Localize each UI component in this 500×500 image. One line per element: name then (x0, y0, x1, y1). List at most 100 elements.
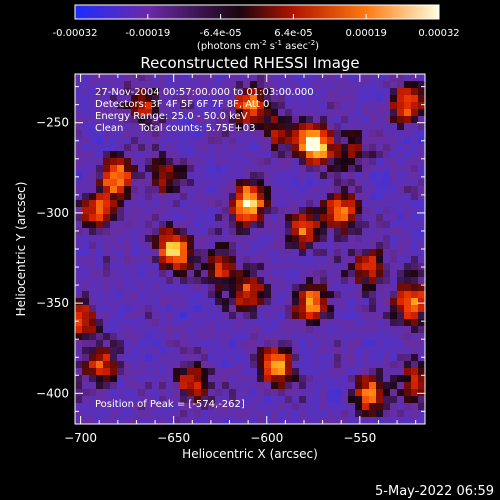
heatmap-cell (75, 193, 83, 201)
heatmap-cell (180, 242, 188, 250)
heatmap-cell (362, 410, 370, 418)
heatmap-cell (110, 81, 118, 89)
heatmap-cell (187, 88, 195, 96)
heatmap-cell (166, 214, 174, 222)
heatmap-cell (208, 123, 216, 131)
heatmap-cell (243, 228, 251, 236)
heatmap-cell (124, 389, 132, 397)
heatmap-cell (131, 172, 139, 180)
heatmap-cell (194, 144, 202, 152)
heatmap-cell (75, 172, 83, 180)
heatmap-cell (131, 130, 139, 138)
heatmap-cell (145, 193, 153, 201)
heatmap-cell (103, 396, 111, 404)
heatmap-cell (264, 410, 272, 418)
heatmap-cell (145, 172, 153, 180)
heatmap-cell (299, 263, 307, 271)
heatmap-cell (215, 200, 223, 208)
heatmap-cell (278, 403, 286, 411)
heatmap-cell (397, 193, 405, 201)
heatmap-cell (194, 221, 202, 229)
heatmap-cell (376, 333, 384, 341)
heatmap-cell (376, 263, 384, 271)
heatmap-cell (117, 137, 125, 145)
heatmap-cell (201, 228, 209, 236)
heatmap-cell (250, 193, 258, 201)
heatmap-cell (320, 263, 328, 271)
heatmap-cell (180, 193, 188, 201)
heatmap-cell (103, 221, 111, 229)
heatmap-cell (320, 81, 328, 89)
heatmap-cell (194, 284, 202, 292)
heatmap-cell (278, 284, 286, 292)
heatmap-cell (138, 382, 146, 390)
heatmap-cell (264, 277, 272, 285)
heatmap-cell (334, 200, 342, 208)
heatmap-cell (110, 326, 118, 334)
heatmap-cell (418, 298, 426, 306)
heatmap-cell (152, 137, 160, 145)
heatmap-cell (292, 375, 300, 383)
heatmap-cell (222, 207, 230, 215)
heatmap-cell (131, 340, 139, 348)
heatmap-cell (327, 417, 335, 425)
heatmap-cell (327, 158, 335, 166)
heatmap-cell (278, 347, 286, 355)
heatmap-cell (327, 235, 335, 243)
heatmap-cell (313, 319, 321, 327)
heatmap-cell (96, 207, 104, 215)
heatmap-cell (110, 95, 118, 103)
heatmap-cell (348, 74, 356, 82)
heatmap-cell (173, 165, 181, 173)
heatmap-cell (180, 214, 188, 222)
heatmap-cell (75, 116, 83, 124)
heatmap-cell (82, 305, 90, 313)
heatmap-cell (152, 95, 160, 103)
heatmap-cell (110, 319, 118, 327)
heatmap-cell (285, 291, 293, 299)
heatmap-cell (96, 151, 104, 159)
heatmap-cell (124, 116, 132, 124)
heatmap-cell (306, 221, 314, 229)
heatmap-cell (306, 193, 314, 201)
heatmap-cell (110, 172, 118, 180)
heatmap-cell (313, 109, 321, 117)
heatmap-cell (215, 319, 223, 327)
heatmap-cell (131, 305, 139, 313)
heatmap-cell (96, 172, 104, 180)
heatmap-cell (96, 102, 104, 110)
heatmap-cell (369, 249, 377, 257)
heatmap-cell (110, 333, 118, 341)
heatmap-cell (418, 410, 426, 418)
heatmap-cell (250, 347, 258, 355)
heatmap-cell (271, 221, 279, 229)
heatmap-cell (250, 158, 258, 166)
heatmap-cell (327, 326, 335, 334)
heatmap-cell (341, 158, 349, 166)
heatmap-cell (376, 284, 384, 292)
heatmap-cell (348, 221, 356, 229)
heatmap-cell (152, 340, 160, 348)
heatmap-cell (194, 74, 202, 82)
heatmap-cell (89, 116, 97, 124)
heatmap-cell (264, 291, 272, 299)
heatmap-cell (285, 347, 293, 355)
heatmap-cell (194, 354, 202, 362)
heatmap-cell (173, 242, 181, 250)
heatmap-cell (117, 165, 125, 173)
heatmap-cell (376, 298, 384, 306)
heatmap-cell (166, 116, 174, 124)
heatmap-cell (334, 354, 342, 362)
heatmap-cell (215, 207, 223, 215)
heatmap-cell (418, 214, 426, 222)
heatmap-cell (320, 375, 328, 383)
heatmap-cell (89, 375, 97, 383)
heatmap-cell (89, 235, 97, 243)
heatmap-cell (404, 193, 412, 201)
heatmap-cell (390, 214, 398, 222)
heatmap-cell (103, 158, 111, 166)
heatmap-cell (369, 312, 377, 320)
heatmap-cell (397, 340, 405, 348)
heatmap-cell (138, 172, 146, 180)
heatmap-cell (96, 95, 104, 103)
